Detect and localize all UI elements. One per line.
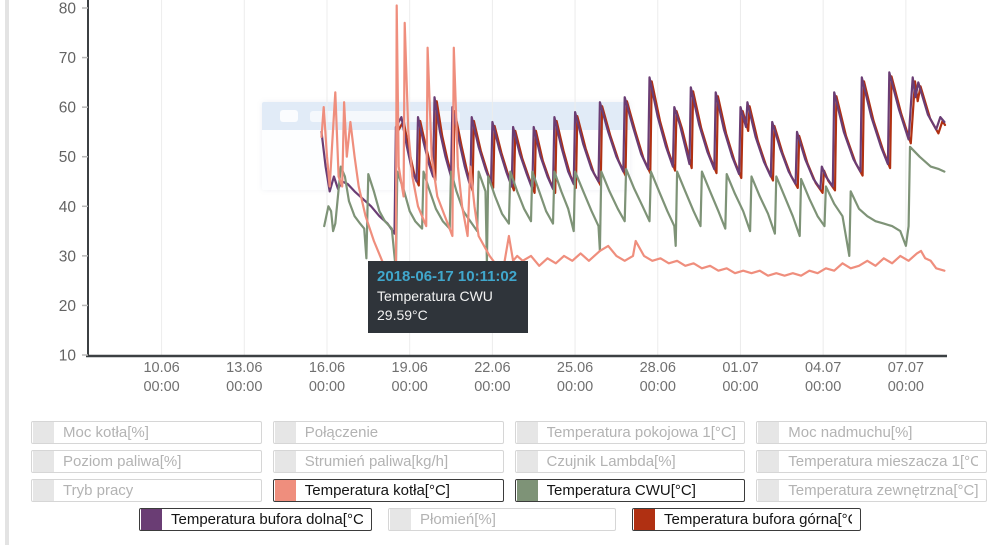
legend-label-moc-nadmuchu: Moc nadmuchu[%] xyxy=(788,424,913,441)
legend-button-poziom-paliwa[interactable]: Poziom paliwa[%] xyxy=(31,450,262,473)
legend-row-4: Temperatura bufora dolna[°C] Płomień[%] Te… xyxy=(0,508,1000,531)
x-tick-label: 10.06 00:00 xyxy=(143,360,179,395)
legend-button-tryb-pracy[interactable]: Tryb pracy xyxy=(31,479,262,502)
tooltip-date: 2018-06-17 10:11:02 xyxy=(377,268,518,285)
legend-label-temperatura-cwu: Temperatura CWU[°C] xyxy=(546,482,696,499)
legend-label-moc-kotla: Moc kotła[%] xyxy=(63,424,149,441)
legend-button-temperatura-cwu[interactable]: Temperatura CWU[°C] xyxy=(514,479,746,502)
x-tick-label: 22.06 00:00 xyxy=(474,360,510,395)
legend-swatch-tryb-pracy xyxy=(33,480,54,501)
page-edge-divider xyxy=(5,0,9,545)
legend-swatch-temperatura-bufora-gorna xyxy=(634,509,655,530)
y-tick-label: 20 xyxy=(59,298,77,315)
y-tick-label: 50 xyxy=(59,149,77,166)
legend-row-2: Poziom paliwa[%] Strumień paliwa[kg/h] Czu… xyxy=(0,450,1000,473)
x-tick-label: 16.06 00:00 xyxy=(309,360,345,395)
x-tick-label: 01.07 00:00 xyxy=(722,360,758,395)
legend-swatch-temperatura-zewnetrzna xyxy=(758,480,780,501)
legend-swatch-temperatura-kotla xyxy=(274,480,296,501)
legend-label-temperatura-zewnetrzna: Temperatura zewnętrzna[°C] xyxy=(788,482,978,499)
series-temperatura-bufora-dolna[interactable] xyxy=(320,71,946,235)
y-tick-label: 70 xyxy=(59,50,77,67)
tooltip-series-name: Temperatura CWU xyxy=(377,288,493,304)
legend-button-polaczenie[interactable]: Połączenie xyxy=(272,421,504,444)
legend-button-temperatura-zewnetrzna[interactable]: Temperatura zewnętrzna[°C] xyxy=(756,479,987,502)
y-tick-label: 10 xyxy=(59,348,77,365)
legend-swatch-temperatura-pokojowa-1 xyxy=(516,422,538,443)
legend-row-3: Tryb pracy Temperatura kotła[°C] Temperatu… xyxy=(0,479,1000,502)
series-temperatura-bufora-gorna[interactable] xyxy=(397,75,947,194)
series-lines xyxy=(320,4,947,277)
legend-label-tryb-pracy: Tryb pracy xyxy=(63,482,134,499)
y-tick-label: 80 xyxy=(59,1,77,18)
y-axis-labels: 10 20 30 40 50 60 70 80 xyxy=(59,1,77,365)
legend-swatch-polaczenie xyxy=(274,422,296,443)
chart-area[interactable]: 10 20 30 40 50 60 70 80 10.06 00:00 13.06 00:00 16.0… xyxy=(0,0,1000,410)
axes xyxy=(82,0,947,358)
x-tick-label: 13.06 00:00 xyxy=(226,360,262,395)
legend-swatch-moc-kotla xyxy=(33,422,54,443)
y-tick-label: 40 xyxy=(59,199,77,216)
x-tick-label: 28.06 00:00 xyxy=(640,360,676,395)
legend-button-temperatura-kotla[interactable]: Temperatura kotła[°C] xyxy=(272,479,504,502)
temperature-line-chart[interactable]: 10 20 30 40 50 60 70 80 10.06 00:00 13.06 00:00 16.0… xyxy=(0,0,1000,410)
legend-button-temperatura-pokojowa-1[interactable]: Temperatura pokojowa 1[°C] xyxy=(514,421,746,444)
legend-button-plomien[interactable]: Płomień[%] xyxy=(388,508,616,531)
legend-button-czujnik-lambda[interactable]: Czujnik Lambda[%] xyxy=(514,450,746,473)
legend-swatch-plomien xyxy=(390,509,411,530)
legend-button-temperatura-bufora-gorna[interactable]: Temperatura bufora górna[°C] xyxy=(632,508,861,531)
legend-button-temperatura-bufora-dolna[interactable]: Temperatura bufora dolna[°C] xyxy=(139,508,372,531)
legend-label-poziom-paliwa: Poziom paliwa[%] xyxy=(63,453,182,470)
x-tick-label: 25.06 00:00 xyxy=(557,360,593,395)
x-tick-label: 19.06 00:00 xyxy=(392,360,428,395)
legend-row-1: Moc kotła[%] Połączenie Temperatura pokojo… xyxy=(0,421,1000,444)
legend-label-strumien-paliwa: Strumień paliwa[kg/h] xyxy=(304,453,449,470)
legend-label-temperatura-bufora-dolna: Temperatura bufora dolna[°C] xyxy=(171,511,363,528)
x-tick-label: 04.07 00:00 xyxy=(805,360,841,395)
chart-tooltip: 2018-06-17 10:11:02 Temperatura CWU 29.5… xyxy=(368,261,529,333)
y-tick-label: 30 xyxy=(59,248,77,265)
x-tick-label: 07.07 00:00 xyxy=(888,360,924,395)
legend-swatch-strumien-paliwa xyxy=(274,451,296,472)
legend-button-temperatura-mieszacza-1[interactable]: Temperatura mieszacza 1[°C] xyxy=(756,450,987,473)
legend: Moc kotła[%] Połączenie Temperatura pokojo… xyxy=(0,410,1000,537)
series-temperatura-kotla[interactable] xyxy=(320,4,946,277)
legend-label-temperatura-pokojowa-1: Temperatura pokojowa 1[°C] xyxy=(546,424,736,441)
legend-label-temperatura-kotla: Temperatura kotła[°C] xyxy=(304,482,450,499)
legend-swatch-temperatura-bufora-dolna xyxy=(141,509,162,530)
legend-button-moc-kotla[interactable]: Moc kotła[%] xyxy=(31,421,262,444)
x-axis-labels: 10.06 00:00 13.06 00:00 16.06 00:00 19.06 00:00… xyxy=(143,360,924,395)
tooltip-value: 29.59°C xyxy=(377,307,428,323)
ghost-dialog-icon xyxy=(280,110,298,122)
legend-swatch-poziom-paliwa xyxy=(33,451,54,472)
legend-swatch-temperatura-mieszacza-1 xyxy=(758,451,780,472)
legend-swatch-czujnik-lambda xyxy=(516,451,538,472)
y-tick-label: 60 xyxy=(59,100,77,117)
legend-button-moc-nadmuchu[interactable]: Moc nadmuchu[%] xyxy=(756,421,987,444)
legend-button-strumien-paliwa[interactable]: Strumień paliwa[kg/h] xyxy=(272,450,504,473)
legend-label-temperatura-mieszacza-1: Temperatura mieszacza 1[°C] xyxy=(788,453,978,470)
ghost-dialog-title-blob xyxy=(310,111,460,122)
legend-label-plomien: Płomień[%] xyxy=(420,511,496,528)
legend-swatch-moc-nadmuchu xyxy=(758,422,780,443)
legend-label-czujnik-lambda: Czujnik Lambda[%] xyxy=(546,453,676,470)
legend-label-polaczenie: Połączenie xyxy=(304,424,379,441)
legend-label-temperatura-bufora-gorna: Temperatura bufora górna[°C] xyxy=(664,511,852,528)
legend-swatch-temperatura-cwu xyxy=(516,480,538,501)
